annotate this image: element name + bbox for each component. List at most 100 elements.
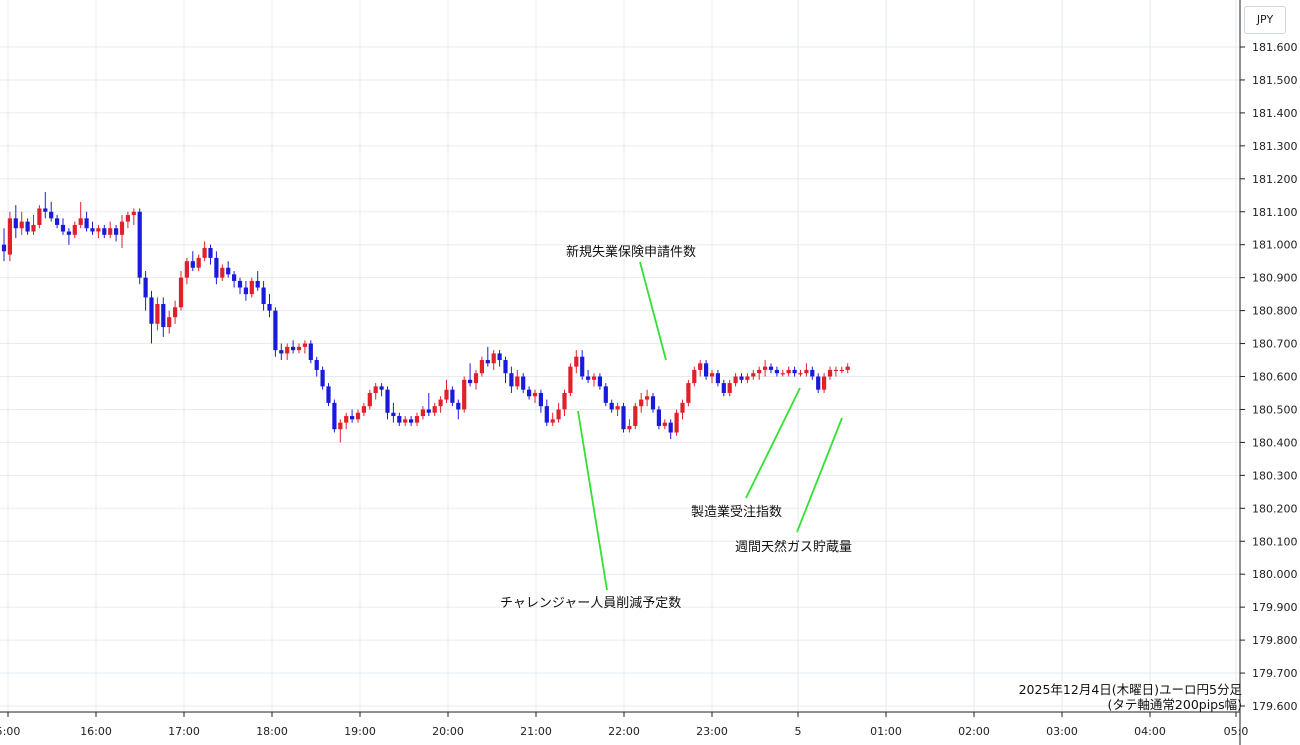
candle-body bbox=[214, 257, 219, 278]
candle-body bbox=[285, 346, 290, 354]
candle-body bbox=[473, 373, 479, 384]
y-tick-label: 181.000 bbox=[1252, 239, 1298, 252]
candle-body bbox=[745, 376, 750, 380]
candle-body bbox=[768, 366, 774, 370]
candle-body bbox=[656, 409, 661, 426]
candle-body bbox=[538, 392, 543, 407]
candle-body bbox=[574, 356, 579, 367]
candle-body bbox=[544, 406, 549, 423]
candle-body bbox=[249, 280, 254, 295]
candle-body bbox=[816, 376, 821, 390]
chart-caption: 2025年12月4日(木曜日)ユーロ円5分足 (タテ軸通常200pips幅) bbox=[1019, 682, 1242, 712]
candle-body bbox=[550, 419, 555, 423]
candle-body bbox=[137, 211, 142, 278]
candle-body bbox=[302, 343, 307, 347]
currency-label[interactable]: JPY bbox=[1244, 6, 1286, 34]
candle-body bbox=[332, 402, 337, 430]
candle-body bbox=[232, 274, 237, 281]
candle-body bbox=[261, 287, 266, 305]
candle-body bbox=[25, 221, 30, 232]
candle-body bbox=[320, 369, 325, 387]
annotation-label: 新規失業保険申請件数 bbox=[566, 245, 697, 260]
candle-body bbox=[491, 353, 496, 364]
candle-body bbox=[698, 363, 703, 370]
annotation-lines bbox=[577, 261, 843, 591]
candle-body bbox=[131, 211, 136, 216]
x-tick-label: 17:00 bbox=[168, 725, 200, 738]
caption-line-1: 2025年12月4日(木曜日)ユーロ円5分足 bbox=[1018, 682, 1242, 697]
annotation-label: 週間天然ガス貯蔵量 bbox=[735, 540, 853, 555]
candle-body bbox=[704, 363, 709, 377]
candle-body bbox=[338, 422, 343, 430]
candle-body bbox=[509, 373, 514, 387]
candle-body bbox=[757, 369, 762, 374]
candle-body bbox=[432, 406, 437, 413]
candle-body bbox=[414, 416, 420, 423]
candle-body bbox=[532, 392, 538, 397]
candle-body bbox=[580, 356, 585, 377]
annotation-line bbox=[639, 261, 667, 361]
x-tick-label: 04:00 bbox=[1134, 725, 1166, 738]
candle-body bbox=[296, 346, 302, 351]
candle-body bbox=[792, 369, 797, 374]
candle-body bbox=[833, 369, 838, 372]
candle-body bbox=[13, 218, 18, 229]
annotation-line bbox=[745, 387, 801, 499]
candle-body bbox=[615, 406, 620, 410]
candle-body bbox=[243, 287, 248, 295]
x-tick-label: 20:00 bbox=[432, 725, 464, 738]
candle-body bbox=[114, 228, 119, 235]
y-tick-label: 180.900 bbox=[1252, 272, 1298, 285]
candle-body bbox=[19, 221, 24, 229]
candle-body bbox=[597, 376, 602, 387]
candle-body bbox=[361, 406, 366, 413]
candle-body bbox=[409, 419, 414, 423]
candle-body bbox=[237, 280, 243, 288]
candle-body bbox=[344, 416, 349, 423]
candle-body bbox=[167, 317, 172, 328]
y-tick-label: 179.900 bbox=[1252, 601, 1298, 614]
candle-body bbox=[845, 366, 850, 370]
candle-body bbox=[780, 373, 785, 375]
candle-body bbox=[609, 402, 614, 410]
candle-body bbox=[586, 376, 591, 380]
candle-body bbox=[438, 399, 443, 407]
candle-body bbox=[420, 409, 425, 417]
x-tick-label: 03:00 bbox=[1046, 725, 1078, 738]
candle-body bbox=[751, 373, 756, 377]
candle-body bbox=[43, 208, 48, 212]
annotation-label: 製造業受注指数 bbox=[691, 505, 783, 520]
candle-body bbox=[49, 211, 54, 219]
candle-body bbox=[373, 386, 378, 393]
candle-body bbox=[645, 396, 650, 400]
candle-body bbox=[84, 218, 89, 229]
candle-body bbox=[391, 412, 396, 417]
candle-body bbox=[627, 425, 632, 430]
candle-body bbox=[810, 369, 815, 377]
candle-body bbox=[125, 215, 130, 222]
y-tick-label: 180.300 bbox=[1252, 469, 1298, 482]
y-tick-label: 179.800 bbox=[1252, 634, 1298, 647]
candle-body bbox=[350, 416, 355, 420]
x-tick-label: 05:0 bbox=[1224, 725, 1249, 738]
y-tick-label: 180.500 bbox=[1252, 403, 1298, 416]
candle-body bbox=[521, 376, 526, 390]
candle-body bbox=[184, 261, 189, 278]
candle-body bbox=[527, 389, 532, 397]
candle-body bbox=[692, 369, 697, 384]
candle-body bbox=[314, 360, 319, 370]
candle-body bbox=[326, 386, 331, 403]
candle-body bbox=[226, 267, 231, 275]
candle-body bbox=[739, 376, 744, 380]
candle-body bbox=[456, 402, 461, 410]
x-tick-label: 01:00 bbox=[870, 725, 902, 738]
candle-body bbox=[7, 218, 12, 255]
x-tick-label: 19:00 bbox=[344, 725, 376, 738]
candle-body bbox=[468, 379, 473, 384]
candle-body bbox=[367, 392, 372, 407]
y-tick-label: 181.600 bbox=[1252, 41, 1298, 54]
x-tick-label: 21:00 bbox=[520, 725, 552, 738]
caption-line-2: (タテ軸通常200pips幅) bbox=[1107, 697, 1242, 712]
candle-body bbox=[267, 304, 272, 311]
